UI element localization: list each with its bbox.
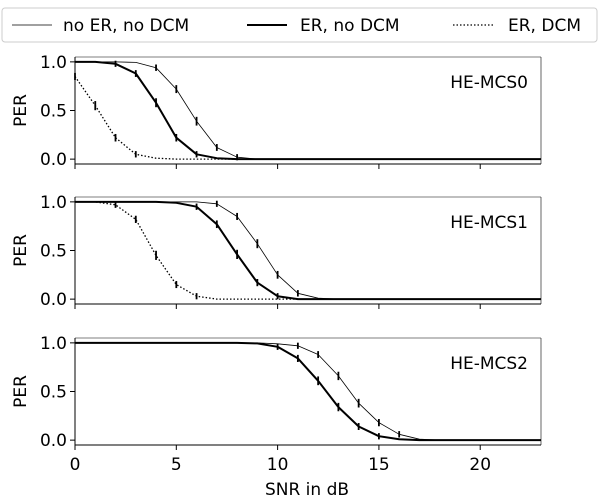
legend-entry-3: ER, DCM [508,16,581,36]
x-tick-label: 20 [469,455,491,475]
y-tick-label: 1.0 [40,193,67,213]
series-line-3 [74,76,541,160]
panels: 0.00.51.0PERHE-MCS00.00.51.0PERHE-MCS10.… [11,53,542,475]
x-tick-label: 0 [70,455,81,475]
legend-entry-2: ER, no DCM [300,16,400,36]
panel-2: 0.0 0.5 1.0 PER HE-MCS1 [11,193,542,310]
legend: no ER, no DCM ER, no DCM ER, DCM [1,7,598,43]
x-tick-label: 15 [368,455,390,475]
y-axis-label: PER [11,234,31,267]
x-tick-label: 5 [171,455,182,475]
y-tick-label: 1.0 [40,334,67,354]
y-tick-label: 0.5 [40,383,67,403]
x-tick-label: 10 [267,455,289,475]
y-axis-label: PER [11,375,31,408]
panel-label: HE-MCS0 [450,73,528,93]
panel-label: HE-MCS1 [450,213,528,233]
series-line-2 [75,200,541,301]
y-tick-label: 0.0 [40,431,67,451]
panel-3: 0.0 0.5 1.0 PER 0 5 10 15 20 HE-MCS2 [11,334,542,475]
legend-entry-1: no ER, no DCM [63,16,189,36]
panel-label: HE-MCS2 [450,354,528,374]
y-tick-label: 1.0 [40,53,67,73]
panel-1: 0.0 0.5 1.0 PER HE-MCS0 [11,53,542,170]
legend-frame [1,7,598,43]
x-axis-label: SNR in dB [265,480,349,500]
y-tick-label: 0.5 [40,242,67,262]
y-tick-label: 0.0 [40,150,67,170]
y-tick-label: 0.0 [40,290,67,310]
y-tick-label: 0.5 [40,102,67,122]
y-axis-label: PER [11,94,31,127]
